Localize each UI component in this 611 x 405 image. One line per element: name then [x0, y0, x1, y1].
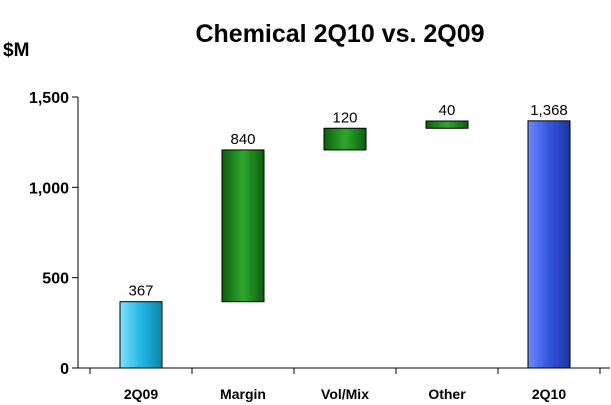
data-label: 40	[439, 102, 456, 119]
bars	[119, 120, 571, 369]
y-tick-label: 1,000	[29, 180, 69, 197]
bar-other	[425, 120, 469, 129]
chart-title: Chemical 2Q10 vs. 2Q09	[195, 20, 484, 48]
bar-2q10	[527, 120, 571, 369]
y-axis-unit-label: $M	[3, 40, 29, 61]
data-label: 120	[332, 109, 357, 126]
y-tick-label: 0	[60, 361, 69, 378]
bar-margin	[221, 149, 265, 303]
bar-2q09	[119, 301, 163, 369]
x-category-label: Margin	[220, 386, 266, 402]
x-category-label: Vol/Mix	[321, 386, 369, 402]
bar-vol-mix	[323, 127, 367, 151]
axes: 0 500 1,000 1,500 2Q09 Margin Vol/Mix Other 2Q10	[29, 90, 610, 402]
data-label: 1,368	[530, 102, 568, 119]
data-labels: 367 840 120 40 1,368	[128, 102, 567, 300]
y-tick-label: 500	[42, 271, 69, 288]
y-tick-label: 1,500	[29, 90, 69, 107]
x-category-label: 2Q10	[532, 386, 566, 402]
x-category-label: Other	[428, 386, 466, 402]
x-category-label: 2Q09	[124, 386, 158, 402]
data-label: 367	[128, 283, 153, 300]
data-label: 840	[230, 131, 255, 148]
